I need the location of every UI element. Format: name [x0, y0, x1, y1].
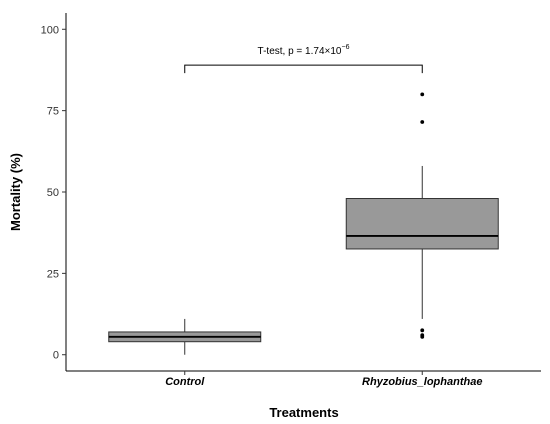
outlier-point [420, 328, 425, 333]
y-tick-label: 25 [47, 268, 59, 280]
significance-exponent: −6 [341, 44, 349, 51]
boxes [108, 92, 499, 355]
significance-label: T-test, p = 1.74×10−6 [258, 44, 350, 57]
x-category-label: Rhyzobius_lophanthae [362, 376, 482, 388]
outlier-point [420, 334, 425, 339]
x-category-label: Control [165, 376, 205, 388]
significance-text: T-test, p = 1.74×10 [258, 46, 342, 57]
x-axis: Control Rhyzobius_lophanthae [66, 370, 541, 388]
x-ticks: Control Rhyzobius_lophanthae [165, 371, 482, 388]
significance-annotation: T-test, p = 1.74×10−6 [184, 44, 423, 74]
x-axis-title: Treatments [269, 405, 338, 420]
y-tick-label: 0 [53, 350, 59, 362]
y-tick-label: 100 [41, 24, 59, 36]
box-group [108, 318, 262, 355]
outlier-point [420, 92, 425, 97]
y-axis-title: Mortality (%) [8, 153, 23, 231]
box-group [345, 92, 499, 339]
outlier-point [420, 120, 425, 124]
y-tick-label: 75 [47, 106, 59, 118]
y-tick-label: 50 [47, 187, 59, 199]
significance-bracket [184, 64, 423, 74]
y-ticks: 0 25 50 75 100 [41, 24, 66, 362]
y-axis: 0 25 50 75 100 [41, 13, 67, 371]
box-iqr [345, 198, 499, 250]
